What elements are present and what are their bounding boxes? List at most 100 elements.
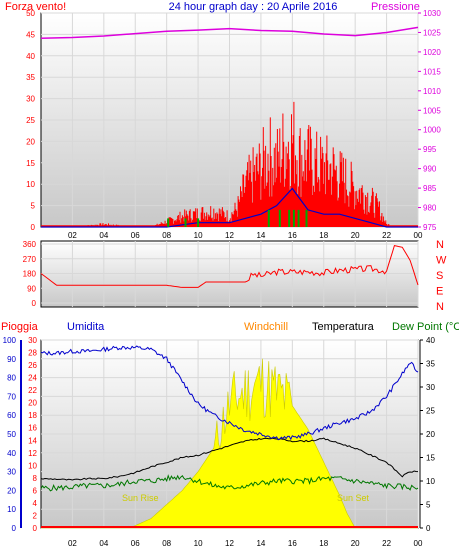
wind-pressure-series (40, 26, 419, 228)
x-tick-label: 04 (99, 539, 108, 548)
wind-speed-ticks: 0 5 10 15 20 25 30 35 40 45 50 (26, 9, 35, 232)
x-tick-label: 06 (131, 539, 140, 548)
compass-letter: E (436, 286, 443, 298)
sunrise-annotation: Sun Rise (122, 493, 159, 503)
humidity-tick-label: 20 (7, 486, 16, 495)
pressure-tick-label: 990 (423, 165, 437, 174)
humidity-tick-label: 30 (7, 468, 16, 477)
humidity-tick-label: 0 (12, 524, 17, 533)
x-tick-label: 12 (225, 231, 234, 240)
wind-tick-label: 5 (31, 202, 36, 211)
pressure-tick-label: 1010 (423, 87, 441, 96)
x-tick-label: 02 (68, 231, 77, 240)
humidity-tick-label: 100 (3, 336, 17, 345)
wind-tick-label: 50 (26, 9, 35, 18)
x-tick-label: 18 (319, 539, 328, 548)
direction-tick-label: 0 (32, 299, 37, 308)
rain-tick-label: 2 (33, 511, 38, 520)
wind-tick-label: 30 (26, 95, 35, 104)
wind-tick-label: 15 (26, 159, 35, 168)
x-tick-label: 18 (319, 231, 328, 240)
x-tick-label: 00 (414, 539, 423, 548)
direction-degree-ticks: 0 90 180 270 360 (23, 240, 37, 308)
humidity-tick-label: 80 (7, 374, 16, 383)
wind-low-bars (167, 209, 308, 227)
rain-tick-label: 22 (28, 386, 37, 395)
temperature-x-ticks: 02 04 06 08 10 12 14 16 18 20 22 00 (68, 539, 423, 548)
rain-tick-label: 20 (28, 399, 37, 408)
chart-title: 24 hour graph day : 20 Aprile 2016 (169, 1, 338, 13)
rain-tick-label: 30 (28, 336, 37, 345)
x-tick-label: 16 (288, 231, 297, 240)
pressure-ticks: 975 980 985 990 995 1000 1005 1010 1015 1020 1025 1… (418, 9, 441, 232)
rain-tick-label: 24 (28, 374, 37, 383)
rain-tick-label: 8 (33, 474, 38, 483)
dewpoint-line (40, 474, 419, 492)
rain-tick-label: 28 (28, 349, 37, 358)
wind-tick-label: 0 (31, 223, 36, 232)
temperature-tick-label: 40 (426, 336, 435, 345)
wind-speed-line (41, 187, 418, 228)
legend-dewpoint: Dew Point (°C (392, 321, 459, 333)
humidity-tick-label: 60 (7, 411, 16, 420)
temperature-tick-label: 30 (426, 383, 435, 392)
x-tick-label: 14 (256, 231, 265, 240)
legend-windchill: Windchill (244, 321, 288, 333)
x-tick-label: 04 (99, 231, 108, 240)
rain-tick-label: 0 (33, 524, 38, 533)
temperature-ticks: 0 5 10 15 20 25 30 35 40 (420, 336, 435, 533)
wind-tick-label: 25 (26, 116, 35, 125)
humidity-tick-label: 40 (7, 449, 16, 458)
wind-tick-label: 35 (26, 73, 35, 82)
sunset-annotation: Sun Set (337, 493, 370, 503)
compass-letter: W (436, 255, 447, 267)
legend-temperature: Temperatura (312, 321, 375, 333)
pressure-tick-label: 1020 (423, 48, 441, 57)
wind-direction-grid (41, 241, 419, 307)
direction-tick-label: 90 (27, 284, 36, 293)
wind-tick-label: 40 (26, 52, 35, 61)
temperature-tick-label: 15 (426, 454, 435, 463)
direction-tick-label: 270 (23, 255, 37, 264)
pressure-tick-label: 1015 (423, 67, 441, 76)
rain-tick-label: 18 (28, 411, 37, 420)
rain-tick-label: 4 (33, 499, 38, 508)
humidity-tick-label: 10 (7, 505, 16, 514)
wind-axis-label: Forza vento! (5, 1, 66, 13)
pressure-tick-label: 985 (423, 184, 437, 193)
x-tick-label: 06 (131, 231, 140, 240)
x-tick-label: 08 (162, 231, 171, 240)
wind-direction-series (40, 245, 419, 288)
x-tick-label: 08 (162, 539, 171, 548)
x-tick-label: 10 (194, 231, 203, 240)
temperature-tick-label: 5 (426, 501, 431, 510)
humidity-line (40, 345, 419, 441)
pressure-tick-label: 995 (423, 145, 437, 154)
temperature-tick-label: 25 (426, 407, 435, 416)
x-tick-label: 20 (351, 231, 360, 240)
rain-tick-label: 26 (28, 361, 37, 370)
humidity-ticks: 0 10 20 30 40 50 60 70 80 90 100 (3, 336, 17, 533)
direction-tick-label: 360 (23, 240, 37, 249)
pressure-tick-label: 980 (423, 204, 437, 213)
humidity-tick-label: 50 (7, 430, 16, 439)
rain-tick-label: 12 (28, 449, 37, 458)
compass-letter: S (436, 270, 443, 282)
direction-tick-label: 180 (23, 270, 37, 279)
x-tick-label: 14 (256, 539, 265, 548)
humidity-tick-label: 90 (7, 355, 16, 364)
pressure-tick-label: 1000 (423, 126, 441, 135)
x-tick-label: 10 (194, 539, 203, 548)
compass-letter: N (436, 301, 444, 313)
rain-tick-label: 16 (28, 424, 37, 433)
pressure-tick-label: 1005 (423, 106, 441, 115)
x-tick-label: 12 (225, 539, 234, 548)
legend-rain: Pioggia (1, 321, 39, 333)
x-tick-label: 00 (414, 231, 423, 240)
temperature-tick-label: 20 (426, 430, 435, 439)
legend-humidity: Umidita (67, 321, 105, 333)
